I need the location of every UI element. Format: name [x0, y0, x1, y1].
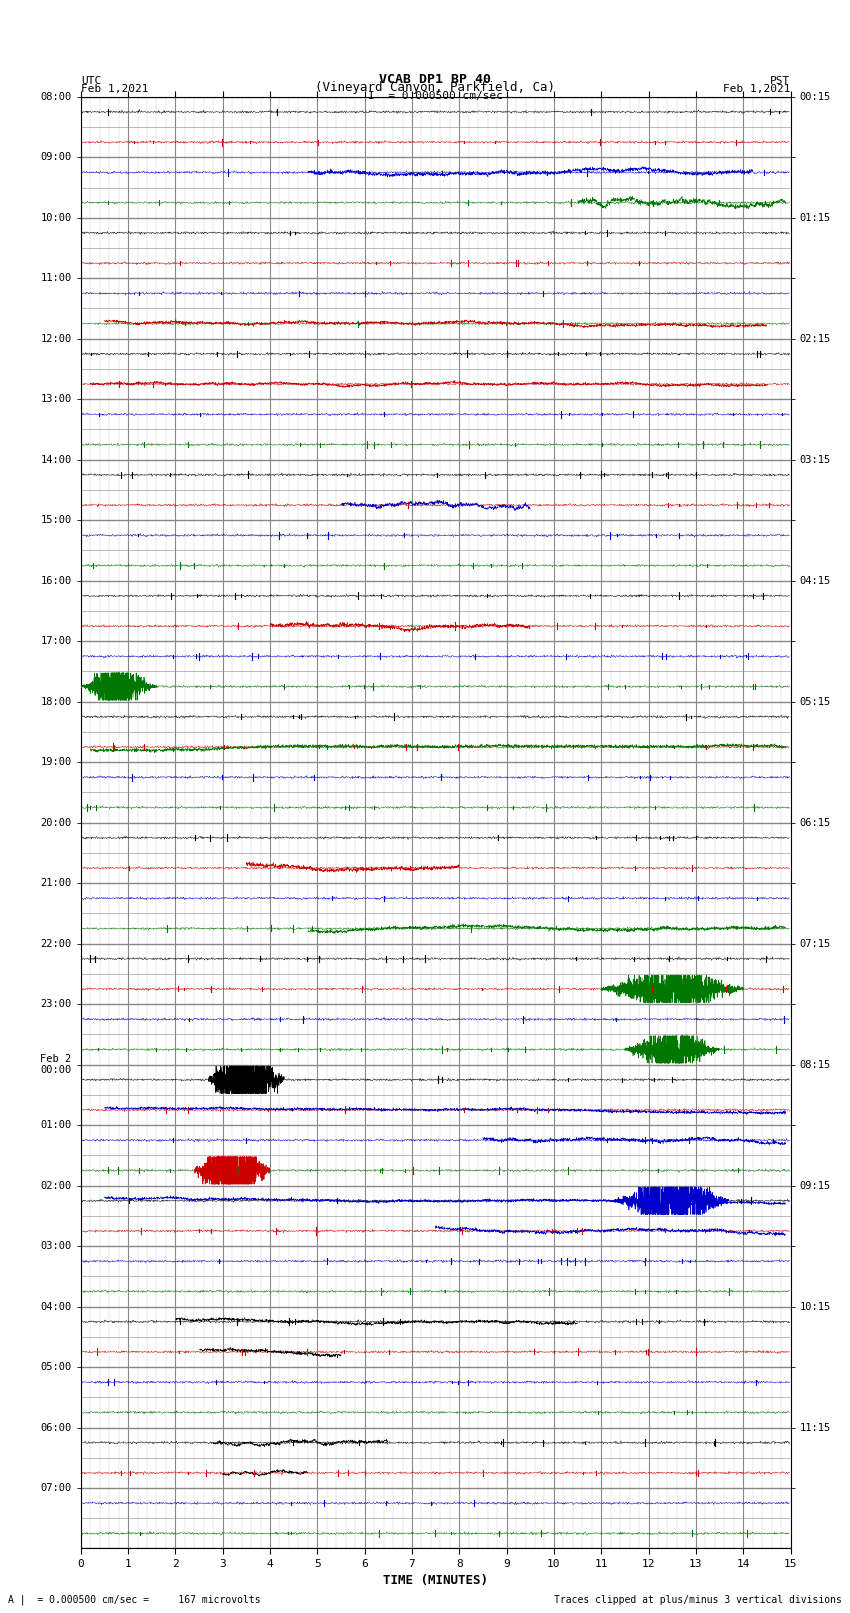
Text: I  = 0.000500 cm/sec: I = 0.000500 cm/sec — [368, 90, 502, 100]
Text: A |  = 0.000500 cm/sec =     167 microvolts: A | = 0.000500 cm/sec = 167 microvolts — [8, 1594, 261, 1605]
Text: (Vineyard Canyon, Parkfield, Ca): (Vineyard Canyon, Parkfield, Ca) — [315, 81, 555, 94]
Text: VCAB DP1 BP 40: VCAB DP1 BP 40 — [379, 73, 491, 85]
Text: PST: PST — [770, 76, 790, 85]
Text: Feb 1,2021: Feb 1,2021 — [81, 84, 148, 94]
Text: UTC: UTC — [81, 76, 101, 85]
Text: Feb 1,2021: Feb 1,2021 — [723, 84, 791, 94]
X-axis label: TIME (MINUTES): TIME (MINUTES) — [383, 1574, 488, 1587]
Text: Traces clipped at plus/minus 3 vertical divisions: Traces clipped at plus/minus 3 vertical … — [553, 1595, 842, 1605]
